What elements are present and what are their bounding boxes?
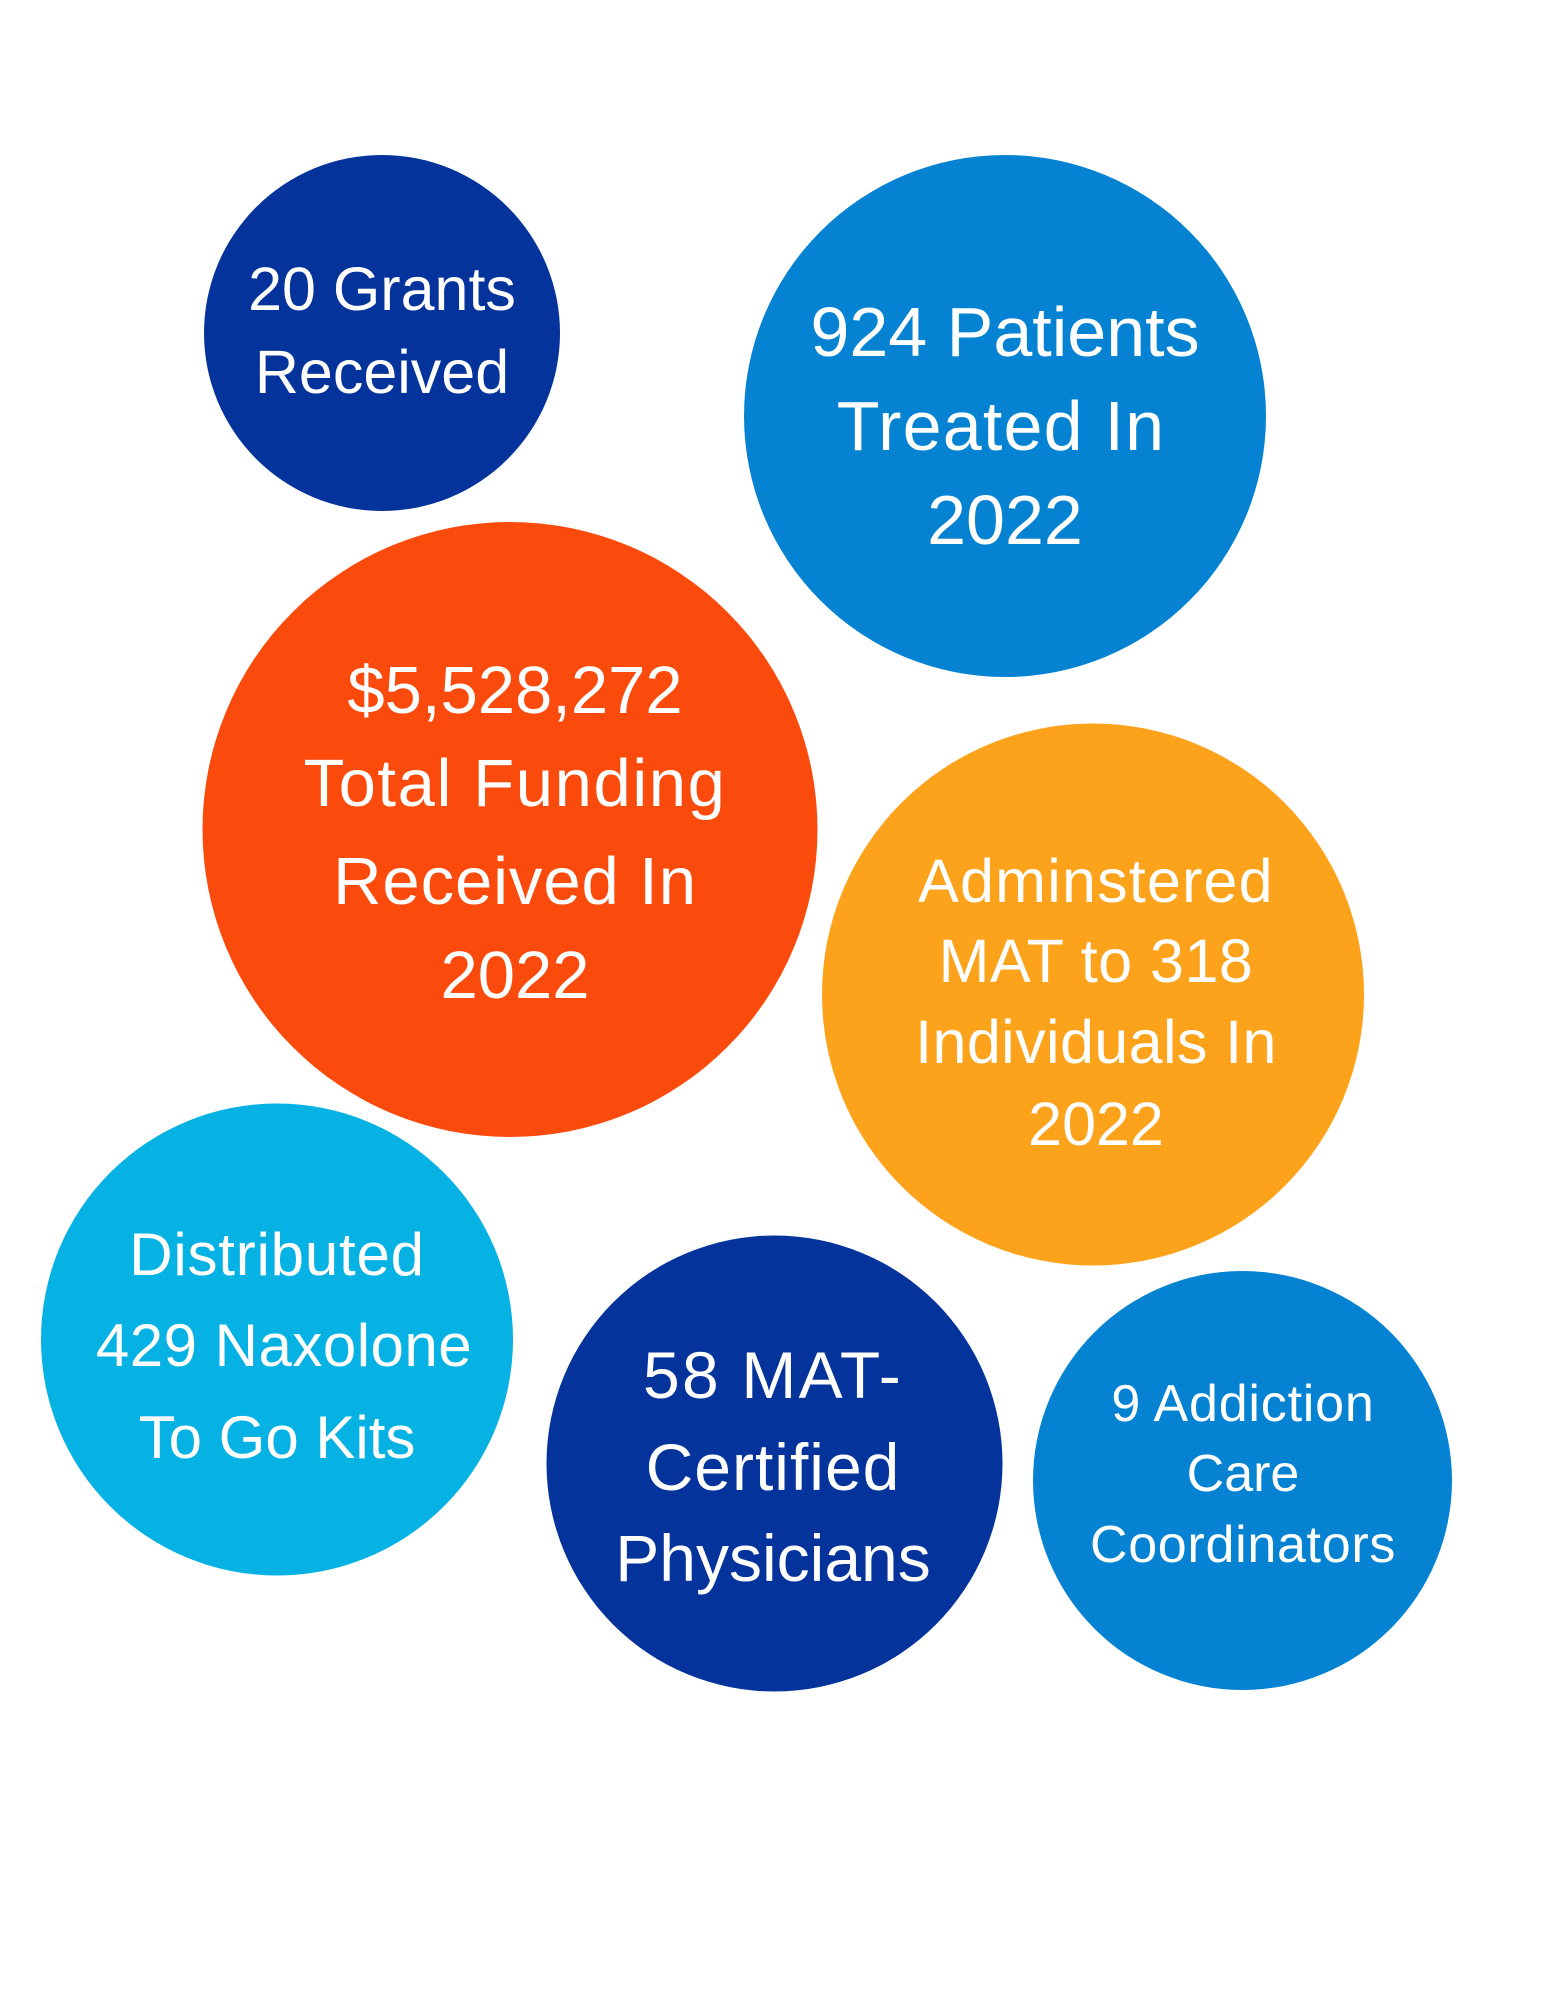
svg-text:2022: 2022: [1028, 1090, 1164, 1158]
svg-text:MAT to 318: MAT to 318: [939, 927, 1254, 995]
svg-text:Care: Care: [1187, 1445, 1300, 1503]
svg-text:Total Funding: Total Funding: [303, 746, 726, 821]
svg-text:To Go Kits: To Go Kits: [139, 1404, 416, 1471]
svg-text:Received In: Received In: [333, 844, 697, 919]
svg-text:429 Naxolone: 429 Naxolone: [96, 1312, 472, 1379]
svg-text:Distributed: Distributed: [129, 1221, 425, 1288]
svg-text:Individuals In: Individuals In: [915, 1008, 1277, 1076]
svg-text:Treated In: Treated In: [837, 387, 1165, 465]
svg-text:Received: Received: [255, 338, 509, 406]
svg-text:Certified: Certified: [646, 1430, 901, 1504]
svg-text:9 Addiction: 9 Addiction: [1111, 1375, 1374, 1433]
svg-text:$5,528,272: $5,528,272: [347, 653, 682, 728]
svg-text:2022: 2022: [440, 938, 589, 1013]
svg-text:924 Patients: 924 Patients: [810, 293, 1199, 371]
svg-text:58 MAT-: 58 MAT-: [643, 1338, 903, 1412]
svg-text:20 Grants: 20 Grants: [248, 255, 516, 323]
svg-text:2022: 2022: [927, 481, 1083, 559]
svg-text:Adminstered: Adminstered: [918, 847, 1274, 915]
svg-text:Coordinators: Coordinators: [1090, 1516, 1396, 1574]
svg-text:Physicians: Physicians: [615, 1521, 930, 1595]
